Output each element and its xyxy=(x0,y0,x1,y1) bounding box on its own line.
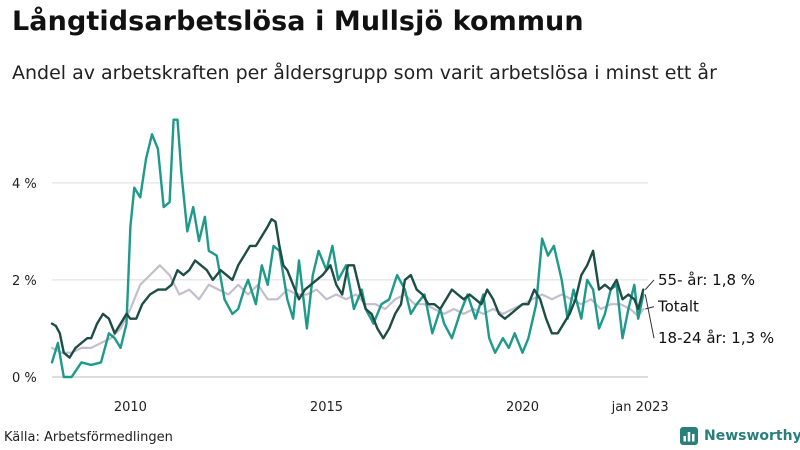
series-line-age_55 xyxy=(50,218,645,359)
chart-subtitle: Andel av arbetskraften per åldersgrupp s… xyxy=(12,62,717,84)
end-label-total: Totalt xyxy=(657,298,699,316)
end-label-age_18_24: 18-24 år: 1,3 % xyxy=(658,329,774,347)
y-tick-label-2: 4 % xyxy=(12,177,37,192)
brand-logo: Newsworthy xyxy=(680,427,800,445)
brand-name: Newsworthy xyxy=(704,428,800,444)
y-tick-label-0: 0 % xyxy=(12,371,37,386)
end-label-leader-1 xyxy=(645,306,655,310)
end-label-age_55: 55- år: 1,8 % xyxy=(658,271,755,289)
x-tick-label-3: jan 2023 xyxy=(611,400,669,415)
y-axis: 0 % 2 % 4 % xyxy=(12,177,37,386)
x-axis: 2010 2015 2020 jan 2023 xyxy=(114,400,669,415)
chart-title: Långtidsarbetslösa i Mullsjö kommun xyxy=(12,6,584,37)
end-labels: 55- år: 1,8 % Totalt 18-24 år: 1,3 % xyxy=(644,271,774,347)
end-label-leader-2 xyxy=(644,294,655,339)
end-label-leader-0 xyxy=(644,279,655,290)
x-tick-label-0: 2010 xyxy=(114,400,147,415)
bar-chart-icon xyxy=(680,427,698,445)
y-tick-label-1: 2 % xyxy=(12,274,37,289)
x-tick-label-1: 2015 xyxy=(310,400,343,415)
source-note: Källa: Arbetsförmedlingen xyxy=(4,430,173,445)
grid-lines xyxy=(52,182,648,378)
series-line-age_18_24 xyxy=(50,118,645,379)
series-lines xyxy=(50,118,645,379)
x-tick-label-2: 2020 xyxy=(506,400,539,415)
